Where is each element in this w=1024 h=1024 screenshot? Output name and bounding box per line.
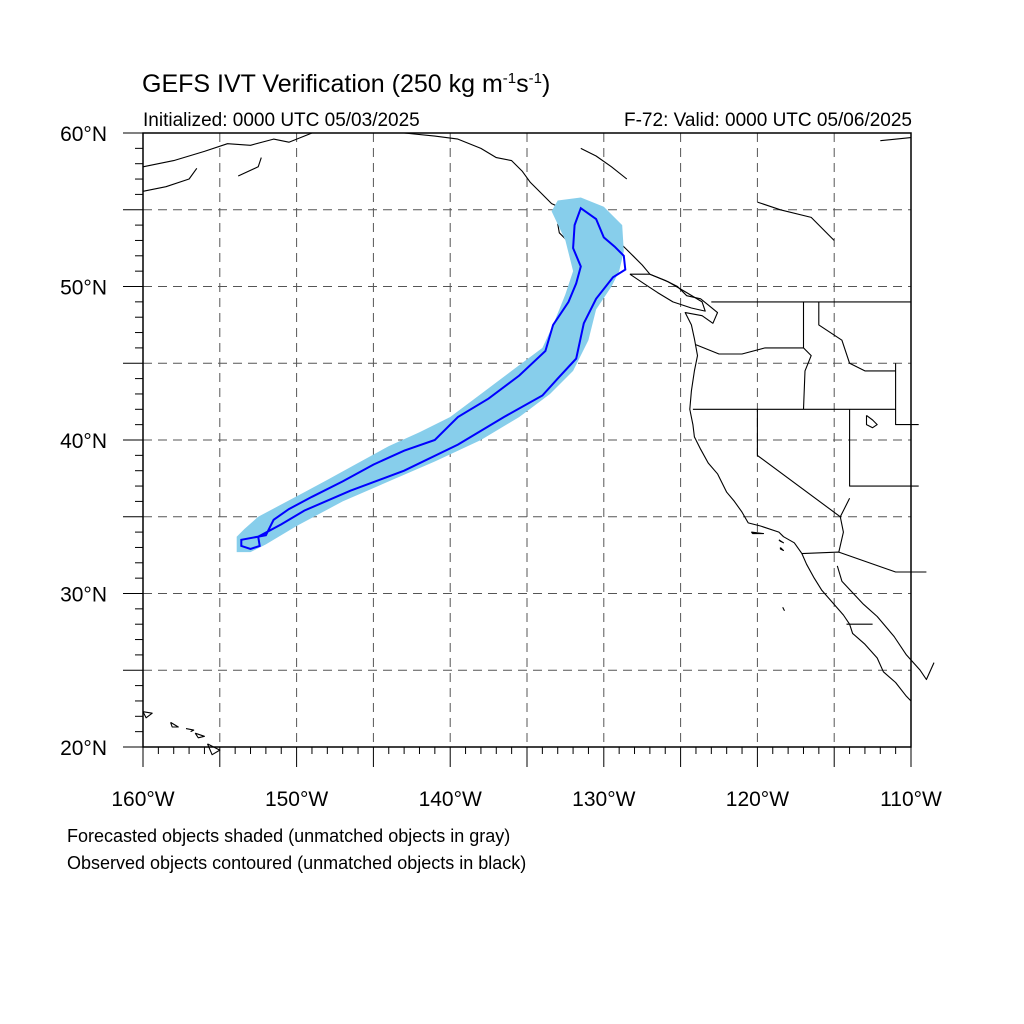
lon-label: 160°W bbox=[111, 788, 174, 811]
forecast-caption: Forecasted objects shaded (unmatched obj… bbox=[67, 826, 511, 846]
coastline-segment bbox=[580, 147, 628, 180]
axis-ticks bbox=[123, 132, 912, 767]
coastline-segment bbox=[750, 531, 765, 535]
lon-label: 140°W bbox=[419, 788, 482, 811]
lat-label: 30°N bbox=[60, 584, 107, 607]
coastline-segment bbox=[818, 301, 896, 372]
lon-label: 110°W bbox=[880, 788, 942, 811]
axis-labels: 60°N 50°N 40°N 30°N 20°N 160°W 150°W 140°W 130°W… bbox=[60, 123, 942, 811]
forecast-object-shaded bbox=[236, 197, 624, 553]
coastline-segment bbox=[865, 414, 878, 429]
lat-label: 60°N bbox=[60, 123, 107, 146]
ivt-objects bbox=[236, 197, 627, 553]
coastline-segment bbox=[778, 539, 785, 544]
observed-object-contour bbox=[240, 206, 627, 551]
coastline-segment bbox=[801, 551, 927, 573]
coastline-segment bbox=[838, 498, 851, 553]
lat-label: 50°N bbox=[60, 277, 107, 300]
coastline-segment bbox=[802, 301, 812, 410]
coastlines bbox=[142, 132, 935, 756]
coastline-segment bbox=[756, 409, 841, 518]
observed-caption: Observed objects contoured (unmatched ob… bbox=[67, 853, 527, 873]
gridlines bbox=[143, 133, 911, 747]
coastline-segment bbox=[194, 732, 205, 739]
coastline-segment bbox=[779, 547, 785, 552]
coastline-segment bbox=[206, 743, 221, 756]
lon-label: 150°W bbox=[265, 788, 328, 811]
coastline-segment bbox=[237, 157, 262, 177]
coastline-segment bbox=[849, 409, 919, 487]
chart-title: GEFS IVT Verification (250 kg m-1s-1) bbox=[142, 70, 551, 98]
coastline-segment bbox=[695, 344, 804, 355]
coastline-segment bbox=[629, 273, 706, 312]
lat-label: 20°N bbox=[60, 737, 107, 760]
init-time-label: Initialized: 0000 UTC 05/03/2025 bbox=[143, 110, 420, 131]
coastline-segment bbox=[142, 132, 313, 168]
coastline-segment bbox=[185, 728, 195, 733]
coastline-segment bbox=[170, 721, 179, 728]
coastline-segment bbox=[782, 607, 785, 611]
coastline-segment bbox=[142, 711, 153, 719]
coastline-segment bbox=[142, 167, 198, 192]
coastline-segment bbox=[836, 565, 935, 681]
lon-label: 130°W bbox=[572, 788, 635, 811]
valid-time-label: F-72: Valid: 0000 UTC 05/06/2025 bbox=[624, 110, 912, 131]
lat-label: 40°N bbox=[60, 430, 107, 453]
lon-label: 120°W bbox=[726, 788, 789, 811]
coastline-segment bbox=[880, 137, 912, 142]
coastline-segment bbox=[895, 363, 919, 426]
coastline-segment bbox=[757, 201, 835, 241]
